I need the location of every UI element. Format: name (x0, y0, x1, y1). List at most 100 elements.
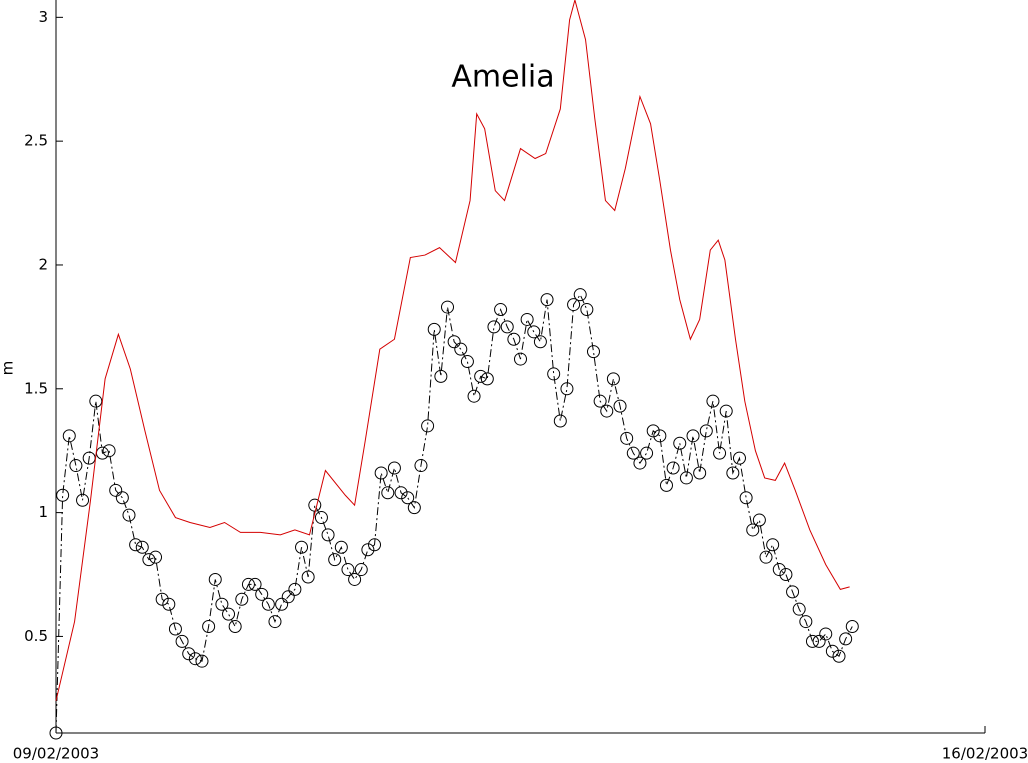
data-point (500, 320, 514, 334)
data-point (188, 652, 202, 666)
data-point (799, 615, 813, 629)
data-point (560, 382, 574, 396)
data-point (772, 563, 786, 577)
data-point (241, 577, 255, 591)
data-point (646, 424, 660, 438)
data-point (368, 538, 382, 552)
data-point (255, 587, 269, 601)
data-point (288, 582, 302, 596)
data-point (228, 620, 242, 634)
data-point (533, 335, 547, 349)
data-point (553, 414, 567, 428)
data-point (633, 456, 647, 470)
data-point (321, 528, 335, 542)
data-point (832, 649, 846, 663)
y-tick-label: 0.5 (24, 627, 48, 645)
data-point (766, 538, 780, 552)
data-point (49, 726, 63, 740)
data-point (719, 404, 733, 418)
data-point (301, 570, 315, 584)
data-point (155, 592, 169, 606)
data-point (381, 486, 395, 500)
data-point (527, 325, 541, 339)
data-point (414, 459, 428, 473)
series-line (55, 293, 853, 734)
data-point (268, 615, 282, 629)
data-point (129, 538, 143, 552)
data-point (314, 511, 328, 525)
data-point (361, 543, 375, 557)
y-tick-label: 3 (38, 8, 48, 26)
data-point (308, 498, 322, 512)
data-point (434, 369, 448, 383)
data-point (387, 461, 401, 475)
data-point (76, 493, 90, 507)
data-point (454, 342, 468, 356)
data-point (805, 634, 819, 648)
data-point (567, 298, 581, 312)
data-point (825, 644, 839, 658)
data-point (659, 478, 673, 492)
data-point (195, 654, 209, 668)
data-point (640, 446, 654, 460)
data-point (573, 288, 587, 302)
data-point (713, 446, 727, 460)
data-point (693, 466, 707, 480)
data-point (222, 607, 236, 621)
data-point (593, 394, 607, 408)
data-point (248, 577, 262, 591)
data-point (679, 471, 693, 485)
y-tick-label: 2.5 (24, 132, 48, 150)
data-point (328, 553, 342, 567)
data-point (62, 429, 76, 443)
data-point (142, 553, 156, 567)
data-point (202, 620, 216, 634)
data-point (341, 563, 355, 577)
data-point (547, 367, 561, 381)
data-point (732, 451, 746, 465)
data-point (182, 647, 196, 661)
data-point (586, 345, 600, 359)
data-point (208, 572, 222, 586)
data-point (786, 585, 800, 599)
data-point (792, 602, 806, 616)
data-point (812, 634, 826, 648)
data-point (626, 446, 640, 460)
data-point (122, 508, 136, 522)
data-point (520, 312, 534, 326)
data-point (261, 597, 275, 611)
data-point (460, 355, 474, 369)
data-point (427, 322, 441, 336)
data-point (162, 597, 176, 611)
data-point (474, 369, 488, 383)
data-point (494, 303, 508, 317)
data-point (686, 429, 700, 443)
data-point (89, 394, 103, 408)
y-tick-label: 2 (38, 255, 48, 273)
data-point (779, 568, 793, 582)
data-point (334, 540, 348, 554)
data-point (281, 590, 295, 604)
data-point (467, 389, 481, 403)
series-line (55, 0, 850, 701)
data-point (699, 424, 713, 438)
data-point (235, 592, 249, 606)
data-point (480, 372, 494, 386)
data-point (374, 466, 388, 480)
data-point (168, 622, 182, 636)
data-point (514, 352, 527, 366)
data-point (102, 444, 116, 458)
data-point (620, 431, 634, 445)
data-point (109, 483, 123, 497)
chart-title: Amelia (451, 60, 554, 95)
data-point (295, 540, 309, 554)
data-point (845, 620, 859, 634)
data-point (275, 597, 289, 611)
data-point (215, 597, 229, 611)
y-tick-label: 1 (38, 503, 48, 521)
x-tick-label: 09/02/2003 (13, 745, 99, 763)
data-point (56, 488, 70, 502)
data-point (819, 627, 833, 641)
data-point (673, 436, 687, 450)
